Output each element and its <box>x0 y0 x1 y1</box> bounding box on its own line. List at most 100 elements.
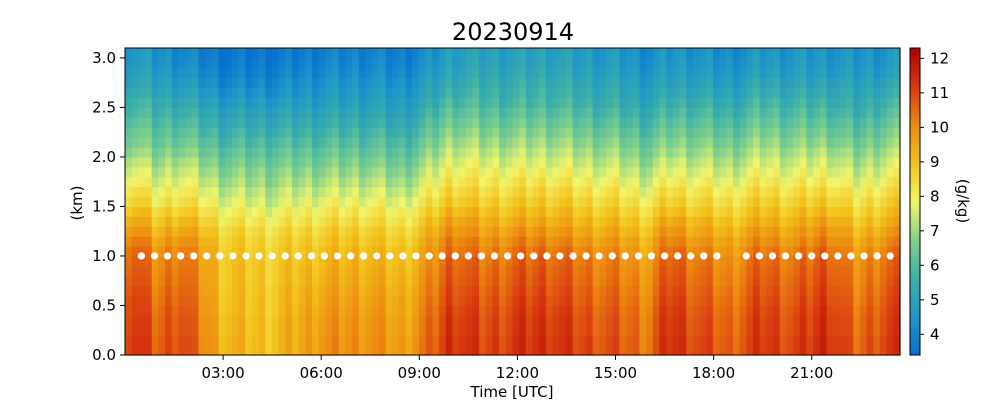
heatmap-cell <box>292 196 300 208</box>
heatmap-cell <box>779 176 788 188</box>
heatmap-cell <box>552 255 560 267</box>
heatmap-cell <box>732 87 741 99</box>
heatmap-cell <box>358 315 367 326</box>
heatmap-cell <box>512 67 520 79</box>
heatmap-cell <box>732 255 741 267</box>
heatmap-cell <box>612 325 620 336</box>
heatmap-cell <box>131 315 139 326</box>
heatmap-cell <box>612 305 620 316</box>
heatmap-cell <box>225 97 233 109</box>
heatmap-cell <box>652 57 661 69</box>
heatmap-cell <box>545 335 554 346</box>
colorbar-segment <box>910 143 920 149</box>
heatmap-cell <box>265 236 273 247</box>
heatmap-cell <box>398 305 407 316</box>
heatmap-cell <box>525 147 534 158</box>
heatmap-cell <box>211 206 220 217</box>
heatmap-cell <box>439 77 447 89</box>
heatmap-cell <box>211 127 220 138</box>
heatmap-cell <box>225 325 233 336</box>
heatmap-cell <box>378 127 387 138</box>
heatmap-cell <box>358 156 367 168</box>
heatmap-cell <box>385 305 393 316</box>
heatmap-cell <box>505 295 514 307</box>
heatmap-cell <box>231 186 240 198</box>
heatmap-cell <box>171 156 180 168</box>
heatmap-cell <box>158 166 166 178</box>
heatmap-cell <box>833 216 841 227</box>
boundary-layer-marker <box>320 252 329 260</box>
heatmap-cell <box>565 107 574 118</box>
heatmap-cell <box>418 216 427 227</box>
heatmap-cell <box>606 137 614 148</box>
heatmap-cell <box>185 275 193 287</box>
heatmap-cell <box>753 285 761 297</box>
heatmap-cell <box>459 97 467 109</box>
heatmap-cell <box>519 176 527 188</box>
heatmap-cell <box>505 196 514 208</box>
heatmap-cell <box>459 226 467 237</box>
heatmap-cell <box>271 206 280 217</box>
heatmap-cell <box>606 107 614 118</box>
heatmap-cell <box>231 196 240 208</box>
heatmap-cell <box>131 77 139 89</box>
heatmap-cell <box>859 265 868 277</box>
heatmap-cell <box>592 196 600 208</box>
heatmap-cell <box>866 147 874 158</box>
heatmap-cell <box>679 87 687 99</box>
heatmap-cell <box>719 67 727 79</box>
heatmap-cell <box>238 255 246 267</box>
heatmap-cell <box>826 87 834 99</box>
heatmap-cell <box>131 305 139 316</box>
heatmap-cell <box>646 206 654 217</box>
heatmap-cell <box>245 196 253 208</box>
heatmap-cell <box>599 67 607 79</box>
heatmap-cell <box>746 186 754 198</box>
heatmap-cell <box>893 186 901 198</box>
heatmap-cell <box>672 275 681 287</box>
heatmap-cell <box>833 345 841 356</box>
heatmap-cell <box>245 345 253 356</box>
heatmap-cell <box>739 315 747 326</box>
heatmap-cell <box>131 236 139 247</box>
heatmap-cell <box>859 335 868 346</box>
heatmap-cell <box>405 246 413 257</box>
heatmap-cell <box>779 156 788 168</box>
heatmap-cell <box>398 246 407 257</box>
heatmap-cell <box>305 275 313 287</box>
heatmap-cell <box>365 48 373 59</box>
heatmap-cell <box>372 305 380 316</box>
heatmap-cell <box>265 97 273 109</box>
heatmap-cell <box>732 48 741 59</box>
heatmap-cell <box>846 137 854 148</box>
heatmap-cell <box>886 325 894 336</box>
heatmap-cell <box>559 97 567 109</box>
heatmap-cell <box>532 255 540 267</box>
heatmap-cell <box>405 67 413 79</box>
heatmap-cell <box>753 107 761 118</box>
heatmap-cell <box>492 196 500 208</box>
heatmap-cell <box>292 236 300 247</box>
heatmap-cell <box>365 236 373 247</box>
heatmap-cell <box>846 236 854 247</box>
colorbar-segment <box>910 120 920 126</box>
heatmap-cell <box>318 345 327 356</box>
heatmap-cell <box>218 345 226 356</box>
heatmap-cell <box>278 97 286 109</box>
heatmap-cell <box>826 186 834 198</box>
heatmap-cell <box>198 77 206 89</box>
heatmap-cell <box>572 117 580 128</box>
heatmap-cell <box>485 97 494 109</box>
heatmap-cell <box>833 48 841 59</box>
colorbar-segment <box>910 59 920 64</box>
heatmap-cell <box>365 285 373 297</box>
heatmap-cell <box>826 226 834 237</box>
heatmap-cell <box>178 196 186 208</box>
heatmap-cell <box>652 265 661 277</box>
heatmap-cell <box>833 97 841 109</box>
heatmap-cell <box>559 315 567 326</box>
heatmap-cell <box>165 206 173 217</box>
heatmap-cell <box>165 265 173 277</box>
heatmap-cell <box>265 147 273 158</box>
heatmap-cell <box>432 137 440 148</box>
